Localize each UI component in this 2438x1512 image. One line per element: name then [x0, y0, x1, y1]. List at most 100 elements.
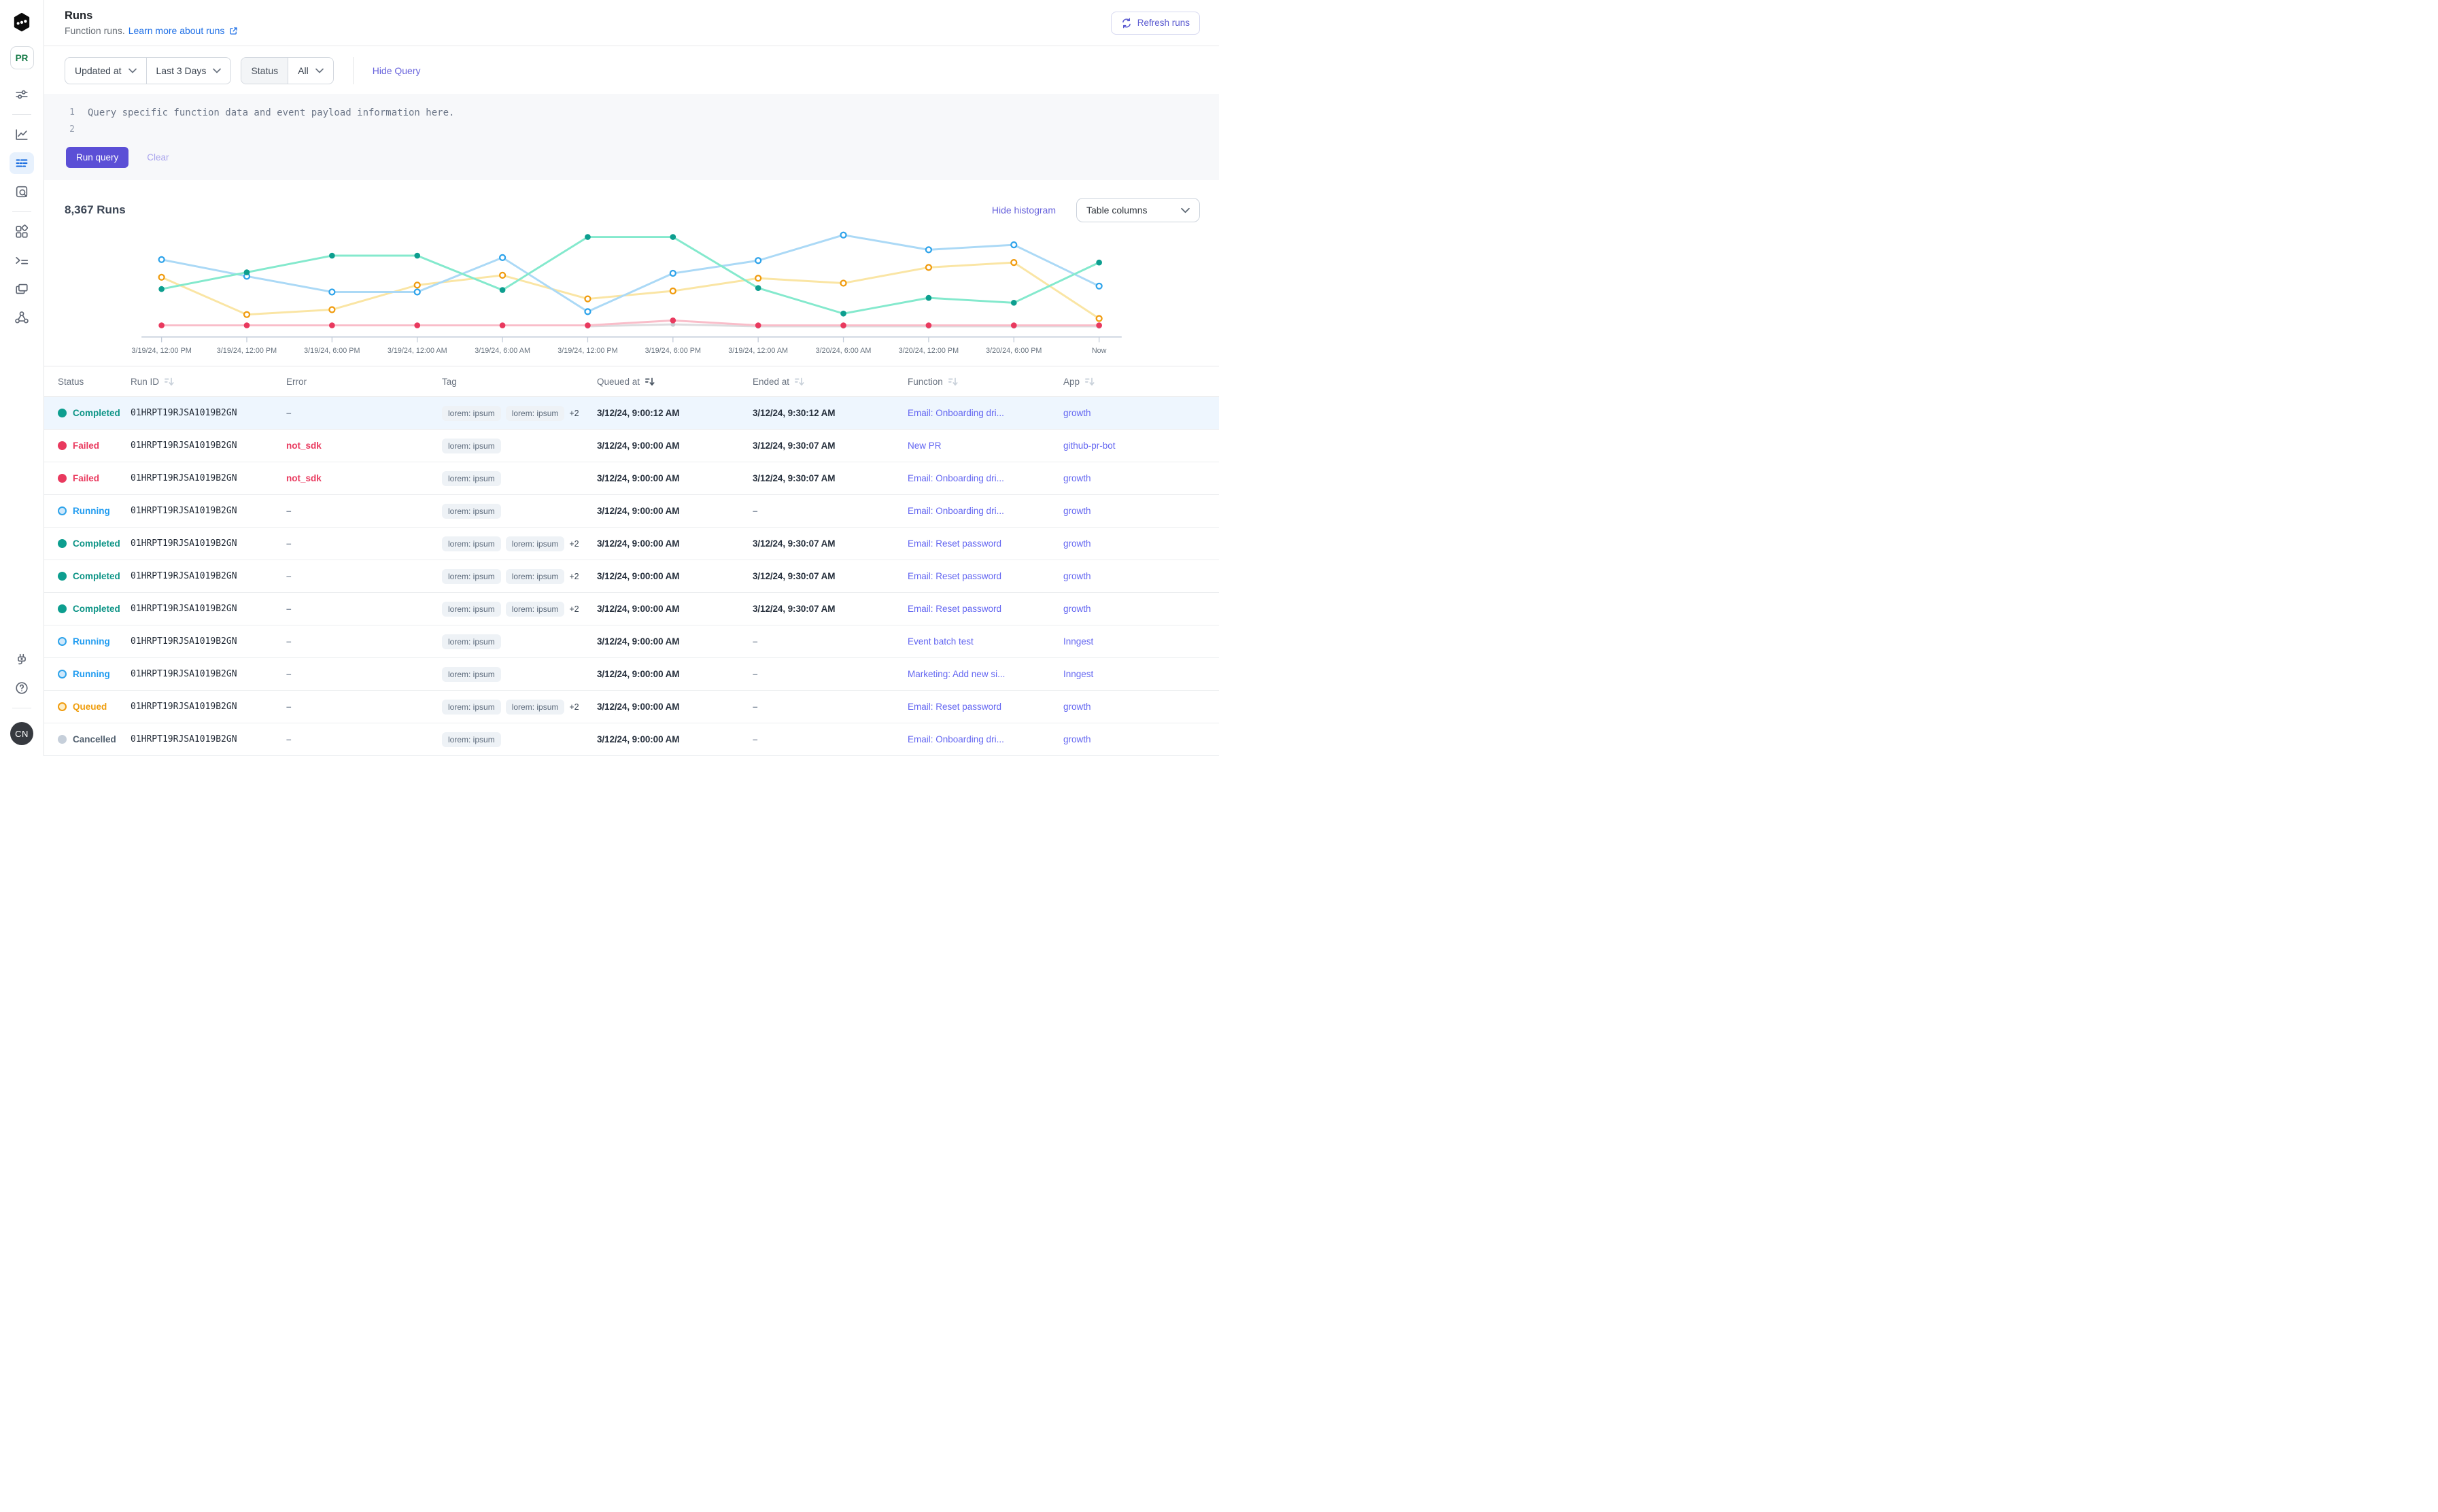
data-point-failed[interactable]: [500, 322, 506, 328]
function-link[interactable]: Email: Onboarding dri...: [908, 506, 1063, 516]
data-point-queued[interactable]: [244, 312, 250, 317]
runs-icon[interactable]: [10, 152, 34, 174]
user-avatar[interactable]: CN: [10, 722, 33, 745]
tag-more-count[interactable]: +2: [569, 604, 579, 614]
inngest-logo-icon[interactable]: [12, 12, 31, 33]
table-row[interactable]: Completed01HRPT19RJSA1019B2GN–lorem: ips…: [44, 560, 1219, 593]
data-point-failed[interactable]: [755, 322, 761, 328]
hide-histogram-link[interactable]: Hide histogram: [992, 205, 1056, 216]
data-point-running[interactable]: [670, 271, 676, 276]
function-link[interactable]: Email: Reset password: [908, 604, 1063, 614]
data-point-completed[interactable]: [585, 234, 591, 240]
function-link[interactable]: Email: Onboarding dri...: [908, 473, 1063, 483]
column-header-ended-at[interactable]: Ended at: [753, 377, 908, 387]
sort-icon[interactable]: [794, 377, 804, 387]
app-link[interactable]: growth: [1063, 702, 1219, 712]
app-link[interactable]: growth: [1063, 538, 1219, 549]
search-icon[interactable]: [10, 181, 34, 203]
data-point-failed[interactable]: [329, 322, 335, 328]
function-link[interactable]: Email: Reset password: [908, 571, 1063, 581]
data-point-completed[interactable]: [1096, 260, 1102, 266]
status-filter-dropdown[interactable]: All: [288, 58, 333, 84]
table-row[interactable]: Completed01HRPT19RJSA1019B2GN–lorem: ips…: [44, 593, 1219, 625]
plug-icon[interactable]: [10, 649, 34, 670]
data-point-running[interactable]: [585, 309, 590, 314]
tag-more-count[interactable]: +2: [569, 539, 579, 549]
windows-icon[interactable]: [10, 278, 34, 300]
table-row[interactable]: Running01HRPT19RJSA1019B2GN–lorem: ipsum…: [44, 625, 1219, 658]
column-header-run-id[interactable]: Run ID: [131, 377, 286, 387]
webhook-icon[interactable]: [10, 307, 34, 328]
table-row[interactable]: Completed01HRPT19RJSA1019B2GN–lorem: ips…: [44, 528, 1219, 560]
metrics-icon[interactable]: [10, 124, 34, 145]
app-link[interactable]: growth: [1063, 473, 1219, 483]
data-point-queued[interactable]: [585, 296, 590, 302]
query-editor[interactable]: 1 Query specific function data and event…: [44, 94, 1219, 180]
data-point-failed[interactable]: [926, 322, 932, 328]
tag-more-count[interactable]: +2: [569, 572, 579, 581]
tag-more-count[interactable]: +2: [569, 702, 579, 712]
app-link[interactable]: growth: [1063, 506, 1219, 516]
data-point-completed[interactable]: [414, 253, 420, 259]
sort-icon[interactable]: [1084, 377, 1095, 387]
data-point-completed[interactable]: [840, 311, 846, 317]
data-point-queued[interactable]: [841, 280, 846, 286]
workspace-badge[interactable]: PR: [10, 46, 34, 69]
apps-icon[interactable]: [10, 221, 34, 243]
data-point-completed[interactable]: [158, 286, 165, 292]
data-point-completed[interactable]: [755, 285, 761, 291]
data-point-failed[interactable]: [1011, 322, 1017, 328]
tag-more-count[interactable]: +2: [569, 409, 579, 418]
column-header-app[interactable]: App: [1063, 377, 1219, 387]
column-header-queued-at[interactable]: Queued at: [597, 377, 753, 387]
data-point-completed[interactable]: [670, 234, 676, 240]
data-point-running[interactable]: [1097, 284, 1102, 289]
data-point-queued[interactable]: [755, 275, 761, 281]
function-link[interactable]: Email: Reset password: [908, 702, 1063, 712]
data-point-failed[interactable]: [158, 322, 165, 328]
data-point-queued[interactable]: [159, 275, 165, 280]
run-query-button[interactable]: Run query: [66, 147, 128, 168]
data-point-completed[interactable]: [500, 287, 506, 293]
function-link[interactable]: Email: Onboarding dri...: [908, 734, 1063, 744]
runs-histogram-chart[interactable]: 3/19/24, 12:00 PM3/19/24, 12:00 PM3/19/2…: [44, 225, 1219, 362]
data-point-queued[interactable]: [1097, 315, 1102, 321]
app-link[interactable]: Inngest: [1063, 636, 1219, 647]
app-link[interactable]: growth: [1063, 604, 1219, 614]
function-link[interactable]: New PR: [908, 441, 1063, 451]
data-point-running[interactable]: [1011, 242, 1016, 247]
data-point-queued[interactable]: [415, 282, 420, 288]
data-point-running[interactable]: [926, 247, 931, 252]
data-point-running[interactable]: [755, 258, 761, 263]
time-field-dropdown[interactable]: Updated at: [65, 58, 146, 84]
table-row[interactable]: Completed01HRPT19RJSA1019B2GN–lorem: ips…: [44, 397, 1219, 430]
data-point-completed[interactable]: [244, 269, 250, 275]
data-point-failed[interactable]: [585, 322, 591, 328]
table-columns-dropdown[interactable]: Table columns: [1076, 198, 1200, 222]
hide-query-link[interactable]: Hide Query: [373, 65, 421, 76]
app-link[interactable]: github-pr-bot: [1063, 441, 1219, 451]
function-link[interactable]: Event batch test: [908, 636, 1063, 647]
data-point-failed[interactable]: [244, 322, 250, 328]
data-point-failed[interactable]: [670, 317, 676, 324]
app-link[interactable]: growth: [1063, 571, 1219, 581]
data-point-running[interactable]: [329, 289, 334, 294]
sort-icon[interactable]: [645, 377, 655, 387]
data-point-running[interactable]: [500, 255, 505, 260]
function-link[interactable]: Marketing: Add new si...: [908, 669, 1063, 679]
table-row[interactable]: Cancelled01HRPT19RJSA1019B2GN–lorem: ips…: [44, 723, 1219, 756]
data-point-failed[interactable]: [840, 322, 846, 328]
table-row[interactable]: Running01HRPT19RJSA1019B2GN–lorem: ipsum…: [44, 495, 1219, 528]
data-point-completed[interactable]: [329, 253, 335, 259]
app-link[interactable]: growth: [1063, 408, 1219, 418]
data-point-completed[interactable]: [1011, 300, 1017, 306]
app-link[interactable]: growth: [1063, 734, 1219, 744]
data-point-running[interactable]: [159, 257, 165, 262]
learn-more-link[interactable]: Learn more about runs: [128, 25, 239, 36]
function-link[interactable]: Email: Reset password: [908, 538, 1063, 549]
column-header-function[interactable]: Function: [908, 377, 1063, 387]
table-row[interactable]: Queued01HRPT19RJSA1019B2GN–lorem: ipsuml…: [44, 691, 1219, 723]
data-point-failed[interactable]: [414, 322, 420, 328]
data-point-queued[interactable]: [1011, 260, 1016, 265]
data-point-queued[interactable]: [500, 273, 505, 278]
